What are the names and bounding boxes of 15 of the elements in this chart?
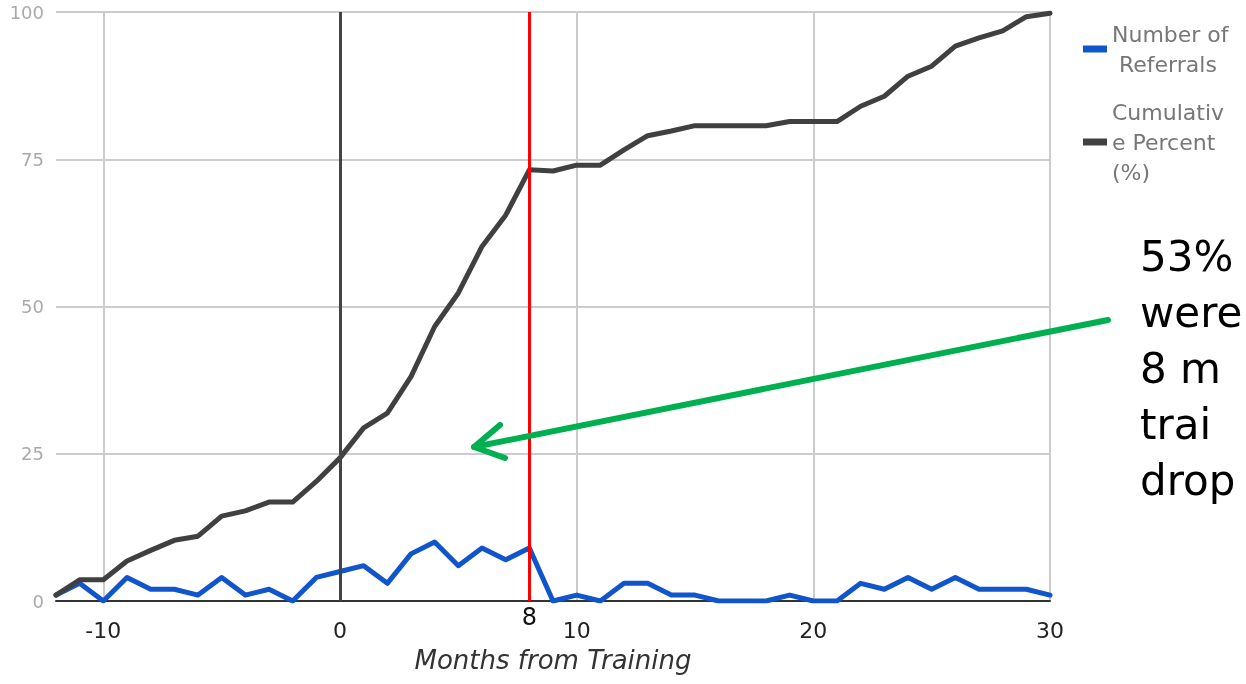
x-tick-label: 10 <box>562 617 591 643</box>
x-tick-label: 20 <box>799 617 828 643</box>
x-tick-label: 30 <box>1036 617 1064 643</box>
text: 53% were 8 m trai drop <box>1140 231 1243 505</box>
x-axis-title: Months from Training <box>414 645 692 675</box>
y-tick-label: 75 <box>21 148 44 170</box>
x-tick-label: 0 <box>333 617 347 643</box>
legend-label: Number of Referrals <box>1112 21 1230 77</box>
y-tick-label: 25 <box>21 443 44 465</box>
x-tick-label: -10 <box>85 617 122 643</box>
y-tick-label: 50 <box>21 296 44 317</box>
y-tick-label: 0 <box>32 590 44 612</box>
ref-line-label: 8 <box>521 603 537 631</box>
y-tick-label: 100 <box>9 1 44 23</box>
legend-label: Cumulative Percent (%) <box>1112 99 1225 185</box>
